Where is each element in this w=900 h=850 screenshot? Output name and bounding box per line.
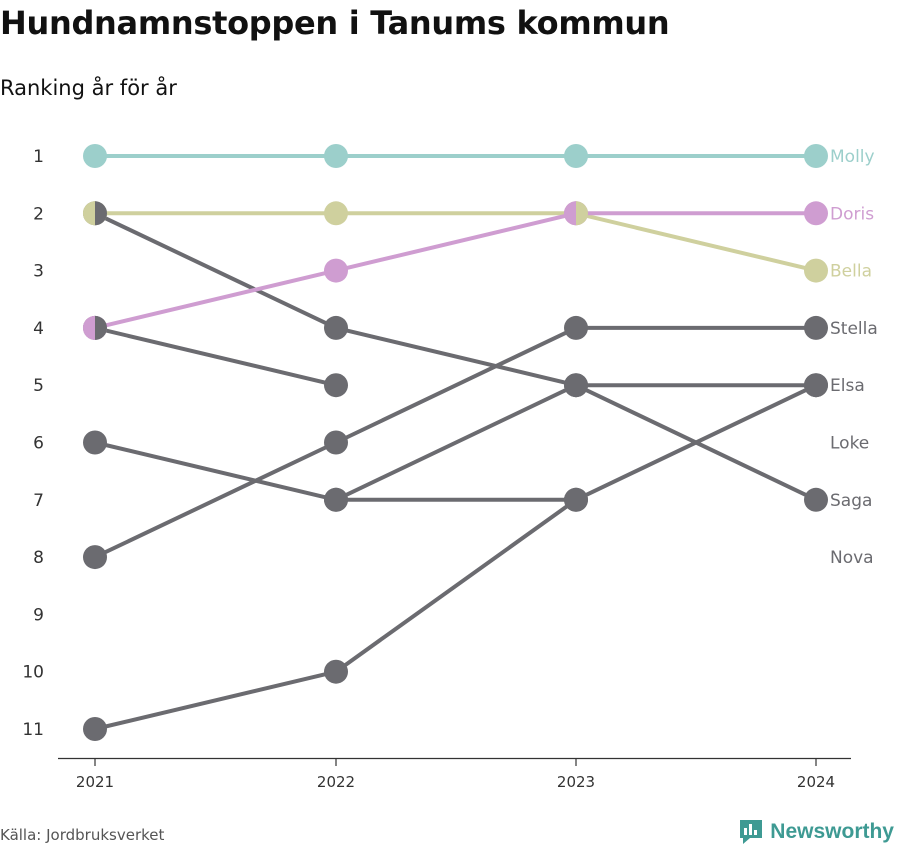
data-point (564, 373, 588, 398)
end-label-bella: Bella (830, 262, 872, 282)
end-label-nova: Nova (830, 548, 874, 568)
data-point (324, 373, 348, 398)
series-molly (83, 144, 828, 168)
data-point-half (576, 201, 588, 226)
series-loke (83, 315, 348, 398)
series-doris (83, 201, 828, 340)
data-point (804, 315, 828, 340)
y-tick-label: 3 (33, 262, 44, 282)
data-point (324, 430, 348, 455)
series-line (94, 325, 816, 559)
end-labels: Molly Doris Bella Stella Elsa Loke Saga Nova (830, 147, 878, 568)
data-point-half (564, 201, 576, 226)
data-point (564, 315, 588, 340)
data-point-half (83, 201, 95, 226)
data-point-half (95, 201, 107, 226)
x-tick-label: 2024 (797, 773, 835, 791)
series-unnamed (324, 373, 828, 512)
x-tick-label: 2023 (557, 773, 595, 791)
newsworthy-logo-icon (740, 820, 763, 844)
y-tick-label: 1 (33, 147, 44, 167)
data-point-half (83, 315, 95, 340)
data-point-half (95, 315, 107, 340)
x-axis: 2021 2022 2023 2024 (58, 757, 851, 791)
end-label-doris: Doris (830, 204, 874, 224)
y-tick-label: 7 (33, 491, 44, 511)
x-tick-label: 2022 (317, 773, 355, 791)
y-tick-label: 6 (33, 434, 44, 454)
data-point (324, 258, 348, 283)
series-line (94, 325, 337, 388)
y-tick-label: 5 (33, 376, 44, 396)
series-line (94, 383, 817, 731)
data-point (804, 201, 828, 226)
data-point (804, 373, 828, 398)
source-note: Källa: Jordbruksverket (0, 826, 165, 844)
y-tick-label: 11 (22, 720, 44, 740)
series-highlight-group (83, 144, 828, 340)
data-point (83, 545, 107, 570)
data-point (804, 144, 828, 168)
series-other-group (83, 201, 828, 741)
data-point (324, 201, 348, 226)
data-point (804, 258, 828, 283)
data-point (324, 315, 348, 340)
data-point (324, 659, 348, 684)
chart-subtitle: Ranking år för år (0, 76, 177, 100)
y-tick-label: 10 (22, 663, 44, 683)
end-label-molly: Molly (830, 147, 875, 167)
series-line (335, 383, 816, 502)
y-tick-label: 4 (33, 319, 44, 339)
data-point (804, 487, 828, 512)
y-axis-ticks: 1 2 3 4 5 6 7 8 9 10 11 (22, 147, 44, 740)
data-point (324, 144, 348, 168)
end-label-saga: Saga (830, 491, 872, 511)
data-point (564, 487, 588, 512)
brand-logo[interactable]: Newsworthy (738, 818, 894, 846)
series-line (94, 211, 817, 502)
brand-name: Newsworthy (770, 820, 894, 843)
series-stella (83, 315, 828, 570)
data-point (83, 144, 107, 168)
y-tick-label: 2 (33, 204, 44, 224)
series-line (94, 211, 816, 330)
x-tick-label: 2021 (76, 773, 114, 791)
data-point (83, 717, 107, 741)
data-point (324, 487, 348, 512)
data-point (564, 144, 588, 168)
series-elsa (83, 373, 828, 741)
end-label-stella: Stella (830, 319, 878, 339)
data-point (83, 430, 107, 455)
y-tick-label: 9 (33, 605, 44, 625)
y-tick-label: 8 (33, 548, 44, 568)
chart-title: Hundnamnstoppen i Tanums kommun (0, 4, 670, 42)
series-line (95, 211, 817, 273)
end-label-elsa: Elsa (830, 376, 865, 396)
end-label-loke: Loke (830, 434, 869, 454)
